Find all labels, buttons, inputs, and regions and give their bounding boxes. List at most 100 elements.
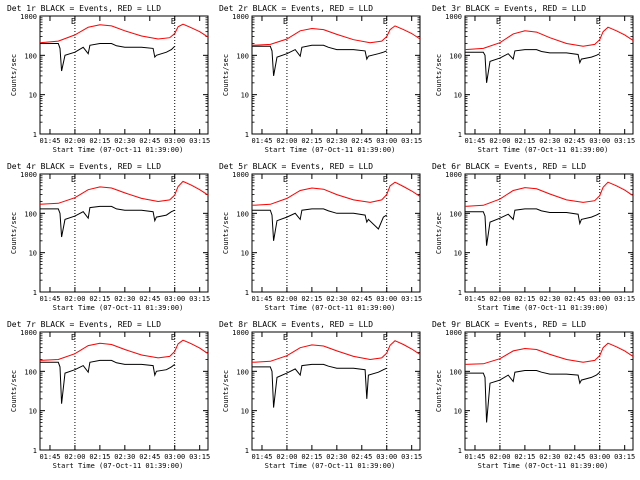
y-tick-label: 1 [33,289,37,297]
x-tick-label: 02:30 [539,137,560,145]
chart-panel-7: Det 7r BLACK = Events, RED = LLD 1 10 100 10… [7,320,210,470]
series-line-black [465,49,600,83]
y-tick-label: 1 [458,289,462,297]
chart-panel-6: Det 6r BLACK = Events, RED = LLD 1 10 100 10… [432,162,635,312]
y-tick-label: 1000 [20,329,37,337]
y-tick-label: 1000 [232,171,249,179]
x-tick-label: 03:00 [376,295,397,303]
x-tick-label: 02:00 [489,137,510,145]
chart-panel-4: Det 4r BLACK = Events, RED = LLD 1 10 100 10… [7,162,210,312]
y-tick-label: 10 [454,408,462,416]
y-tick-label: 10 [241,250,249,258]
chart-panel-8: Det 8r BLACK = Events, RED = LLD 1 10 100 10… [219,320,422,470]
x-tick-label: 03:15 [614,137,635,145]
y-axis-label: Counts/sec [435,54,443,96]
y-tick-label: 100 [24,368,37,376]
x-tick-label: 01:45 [251,137,272,145]
x-tick-label: 03:00 [589,137,610,145]
x-tick-label: 02:15 [301,453,322,461]
series-line-red [39,23,209,44]
series-line-red [464,26,634,51]
x-tick-label: 01:45 [464,453,485,461]
y-tick-label: 1000 [232,13,249,21]
series-line-black [40,43,176,72]
x-tick-label: 02:00 [276,137,297,145]
x-tick-label: 03:00 [164,453,185,461]
plot-frame [39,331,209,451]
y-tick-label: 10 [241,92,249,100]
chart-title: Det 7r BLACK = Events, RED = LLD [7,320,161,329]
x-axis-label: Start Time (07-Oct-11 01:39:00) [53,304,184,312]
y-tick-label: 1000 [445,171,462,179]
y-tick-label: 1 [458,131,462,139]
event-marker-label: E [71,17,76,26]
x-tick-label: 01:45 [39,137,60,145]
x-tick-label: 02:15 [89,137,110,145]
series-line-red [251,181,421,206]
series-line-black [252,208,387,241]
event-marker-label: E [283,333,288,342]
series-line-red [39,180,209,205]
y-tick-label: 100 [24,52,37,60]
y-axis-label: Counts/sec [222,370,230,412]
series-line-black [465,208,600,246]
y-tick-label: 1 [33,447,37,455]
x-tick-label: 01:45 [464,137,485,145]
x-tick-label: 02:15 [514,295,535,303]
y-tick-label: 1 [458,447,462,455]
x-tick-label: 02:00 [489,453,510,461]
x-tick-label: 02:30 [539,295,560,303]
series-line-red [39,339,209,361]
x-tick-label: 02:15 [514,453,535,461]
y-tick-label: 100 [236,210,249,218]
x-tick-label: 02:45 [351,453,372,461]
event-marker-label: E [71,333,76,342]
plot-frame [464,331,634,451]
chart-panel-2: Det 2r BLACK = Events, RED = LLD 1 10 100 10… [219,4,422,154]
series-line-red [251,25,421,46]
x-tick-label: 03:15 [189,137,210,145]
y-tick-label: 100 [449,52,462,60]
y-tick-label: 100 [449,210,462,218]
x-tick-label: 02:45 [139,453,160,461]
chart-title: Det 9r BLACK = Events, RED = LLD [432,320,586,329]
y-tick-label: 1000 [20,13,37,21]
x-axis-label: Start Time (07-Oct-11 01:39:00) [265,304,396,312]
x-tick-label: 03:15 [189,453,210,461]
event-marker-label: E [596,175,601,184]
x-tick-label: 03:00 [164,137,185,145]
x-tick-label: 03:00 [589,453,610,461]
plot-frame [464,173,634,293]
x-tick-label: 03:15 [614,453,635,461]
x-tick-label: 02:00 [64,137,85,145]
x-tick-label: 03:15 [401,295,422,303]
x-tick-label: 02:00 [489,295,510,303]
x-tick-label: 02:30 [326,453,347,461]
x-tick-label: 02:00 [64,453,85,461]
event-marker-label: E [283,17,288,26]
y-tick-label: 10 [454,250,462,258]
plot-frame [251,173,421,293]
series-line-black [40,205,175,238]
x-tick-label: 02:30 [539,453,560,461]
plot-frame [464,15,634,135]
y-axis-label: Counts/sec [10,212,18,254]
chart-title: Det 3r BLACK = Events, RED = LLD [432,4,586,13]
x-tick-label: 01:45 [251,295,272,303]
chart-title: Det 6r BLACK = Events, RED = LLD [432,162,586,171]
x-axis-label: Start Time (07-Oct-11 01:39:00) [478,304,609,312]
event-marker-label: E [71,175,76,184]
x-tick-label: 02:15 [89,295,110,303]
y-tick-label: 100 [236,368,249,376]
y-tick-label: 10 [29,408,37,416]
y-axis-label: Counts/sec [222,212,230,254]
y-axis-label: Counts/sec [222,54,230,96]
x-tick-label: 02:45 [139,295,160,303]
x-axis-label: Start Time (07-Oct-11 01:39:00) [265,146,396,154]
series-line-black [252,363,387,408]
y-tick-label: 10 [29,250,37,258]
x-axis-label: Start Time (07-Oct-11 01:39:00) [53,462,184,470]
x-tick-label: 03:15 [401,137,422,145]
series-line-black [252,44,387,76]
